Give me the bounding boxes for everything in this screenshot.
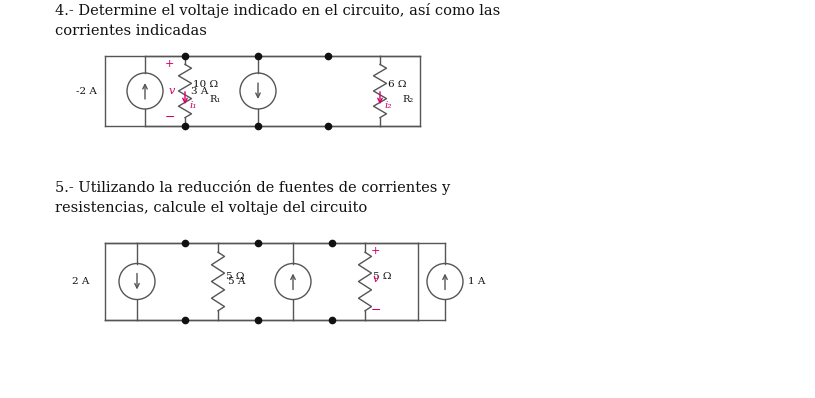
Text: 4.- Determine el voltaje indicado en el circuito, así como las
corrientes indica: 4.- Determine el voltaje indicado en el … — [55, 3, 500, 37]
Text: −: − — [371, 304, 381, 317]
Text: R₂: R₂ — [402, 94, 413, 103]
Text: v: v — [169, 86, 175, 96]
Text: 3 A: 3 A — [191, 86, 208, 96]
Text: 6 Ω: 6 Ω — [388, 80, 407, 88]
Text: 5 A: 5 A — [227, 277, 245, 286]
Text: 5.- Utilizando la reducción de fuentes de corrientes y
resistencias, calcule el : 5.- Utilizando la reducción de fuentes d… — [55, 180, 450, 215]
Text: 10 Ω: 10 Ω — [193, 80, 218, 88]
Text: i₂: i₂ — [384, 101, 391, 109]
Text: 2 A: 2 A — [72, 277, 89, 286]
Text: v: v — [373, 275, 379, 285]
Text: 5 Ω: 5 Ω — [373, 272, 391, 281]
Text: 1 A: 1 A — [468, 277, 486, 286]
Text: 5 Ω: 5 Ω — [226, 272, 244, 281]
Text: i₁: i₁ — [189, 101, 196, 109]
Text: R₁: R₁ — [209, 94, 220, 103]
Text: +: + — [165, 59, 174, 69]
Text: −: − — [165, 111, 175, 124]
Text: -2 A: -2 A — [76, 86, 97, 96]
Text: +: + — [371, 246, 381, 256]
